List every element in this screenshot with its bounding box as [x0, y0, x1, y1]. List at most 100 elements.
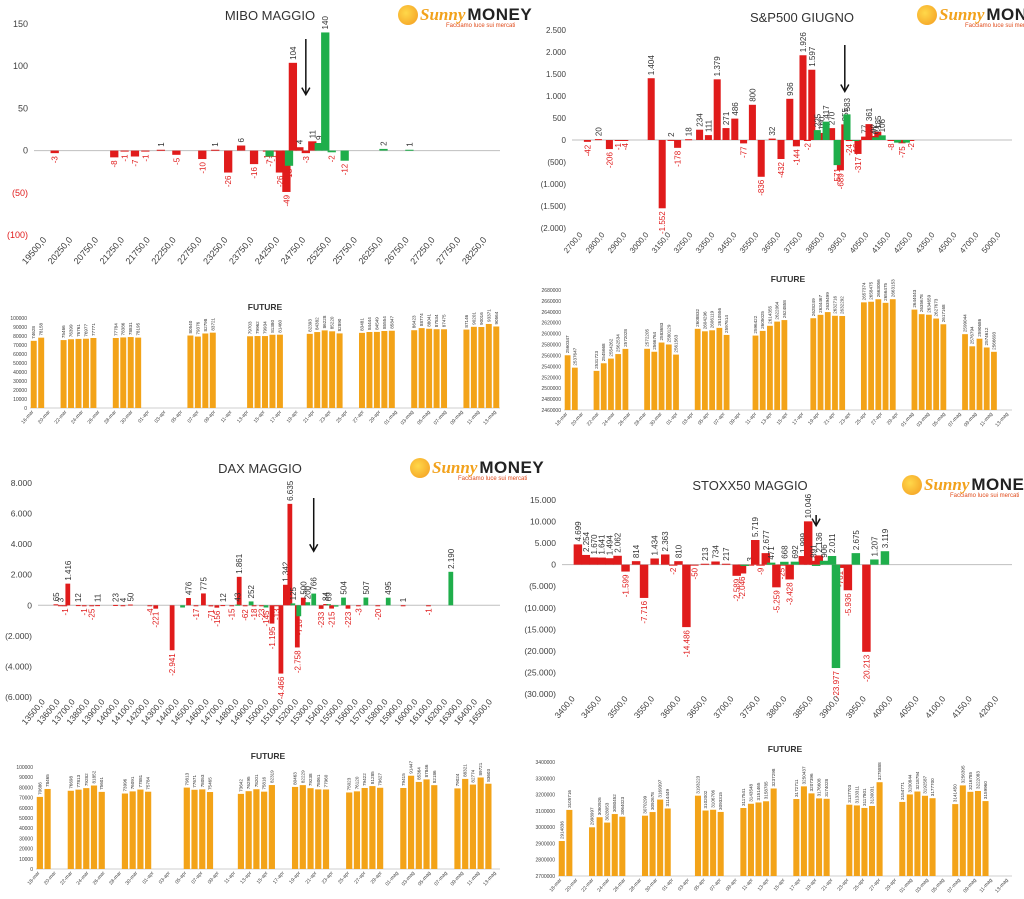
red-bar	[89, 605, 95, 607]
x-tick-label: 4050,0	[848, 230, 871, 255]
future-bar-value-label: 2566764	[652, 331, 657, 349]
y-tick-label: (10.000)	[524, 603, 556, 613]
bar-value-label: 936	[786, 82, 795, 96]
future-bar	[649, 812, 656, 876]
bar-value-label: 1.207	[870, 536, 879, 557]
future-bar	[477, 777, 484, 869]
future-y-tick-label: 2580000	[542, 343, 562, 349]
y-tick-label: 2.000	[546, 48, 567, 57]
bar-value-label: 1	[405, 142, 414, 147]
bar-value-label: -9	[757, 567, 766, 575]
green-bar	[852, 140, 860, 141]
red-bar	[696, 129, 704, 140]
future-bar-value-label: 87146	[464, 314, 469, 327]
bar-value-label: 50	[126, 592, 135, 601]
red-bar	[861, 136, 869, 140]
bar-value-label: 692	[791, 545, 800, 559]
bar-value-label: 1.597	[808, 46, 817, 67]
bar-value-label: -24	[845, 144, 854, 156]
red-bar	[211, 149, 220, 151]
future-bar	[816, 798, 823, 876]
sun-icon	[410, 458, 430, 478]
bar-value-label: -2	[328, 155, 337, 163]
red-bar	[147, 605, 153, 607]
future-bar	[860, 302, 867, 410]
future-bar	[237, 793, 245, 869]
bar-value-label: -716	[295, 619, 304, 636]
logo-money-text: MONEY	[986, 5, 1024, 24]
future-bar	[322, 789, 330, 869]
future-bar	[353, 791, 361, 869]
red-bar	[75, 605, 81, 607]
future-bar	[868, 301, 874, 410]
y-tick-label: (6.000)	[5, 692, 32, 702]
y-tick-label: 4.000	[11, 539, 33, 549]
future-bar	[564, 355, 571, 410]
future-x-tick-label: 11-apr	[744, 411, 758, 426]
bar-value-label: 10.046	[804, 493, 813, 518]
x-tick-label: 20250,0	[46, 235, 75, 266]
red-bar	[113, 604, 118, 606]
future-bar	[824, 312, 831, 410]
x-tick-label: 4350,0	[914, 230, 937, 255]
future-x-tick-label: 11-mag	[979, 877, 994, 894]
x-tick-label: 24750,0	[279, 235, 308, 266]
red-bar	[711, 561, 720, 565]
future-bar	[808, 793, 815, 876]
bar-value-label: -144	[792, 149, 801, 166]
future-bar	[388, 330, 395, 408]
red-bar	[295, 147, 304, 151]
future-bar-value-label: 3064023	[620, 796, 625, 814]
green-bar	[321, 32, 330, 151]
red-bar	[224, 150, 233, 173]
future-x-tick-label: 01-apr	[661, 877, 675, 892]
bar-value-label: -16	[852, 143, 861, 155]
x-tick-label: 3500,0	[605, 694, 630, 721]
future-bar	[306, 333, 313, 408]
bar-value-label: 1	[157, 142, 166, 147]
bar-value-label: 9	[315, 135, 324, 140]
bar-value-label: 225	[813, 113, 822, 127]
green-bar	[833, 140, 841, 166]
bar-value-label: -2.046	[738, 576, 747, 599]
bar-value-label: -2	[669, 567, 678, 575]
future-bar-value-label: 79934	[263, 321, 268, 334]
y-tick-label: 0	[551, 560, 556, 570]
future-bar-value-label: 74628	[31, 326, 36, 339]
future-bar	[846, 804, 853, 876]
green-bar	[790, 561, 800, 565]
future-x-tick-label: 01-mag	[384, 870, 400, 887]
y-tick-label: 1.500	[546, 70, 567, 79]
x-tick-label: 5000,0	[980, 230, 1003, 255]
green-bar	[341, 597, 346, 606]
red-bar	[198, 150, 207, 160]
x-tick-label: 3450,0	[716, 230, 739, 255]
y-tick-label: 8.000	[11, 478, 33, 488]
red-bar	[808, 69, 816, 140]
future-x-tick-label: 17-apr	[272, 870, 286, 885]
x-tick-label: 3000,0	[628, 230, 651, 255]
red-bar	[172, 150, 181, 155]
x-tick-label: 2700,0	[562, 230, 585, 255]
future-bar-value-label: 88774	[419, 313, 424, 326]
future-y-tick-label: 0	[24, 406, 27, 412]
green-bar	[448, 571, 454, 606]
future-title: FUTURE	[248, 302, 283, 312]
red-bar	[282, 150, 291, 192]
bar-value-label: 1.416	[64, 560, 73, 581]
future-y-tick-label: 50000	[19, 816, 33, 822]
future-bar	[112, 337, 119, 408]
future-y-tick-label: 2460000	[542, 408, 562, 414]
green-bar	[843, 114, 851, 140]
future-bar	[889, 299, 896, 410]
red-bar	[768, 138, 776, 140]
future-bar-value-label: 82393	[307, 319, 312, 332]
x-tick-label: 3650,0	[760, 230, 783, 255]
logo-money-text: MONEY	[971, 475, 1024, 494]
red-bar	[845, 140, 853, 142]
bar-value-label: -25	[88, 608, 97, 620]
future-bar	[194, 336, 201, 408]
marker-arrow-head	[309, 543, 319, 553]
future-bar-value-label: 83481	[359, 318, 364, 331]
future-bar	[346, 792, 353, 869]
